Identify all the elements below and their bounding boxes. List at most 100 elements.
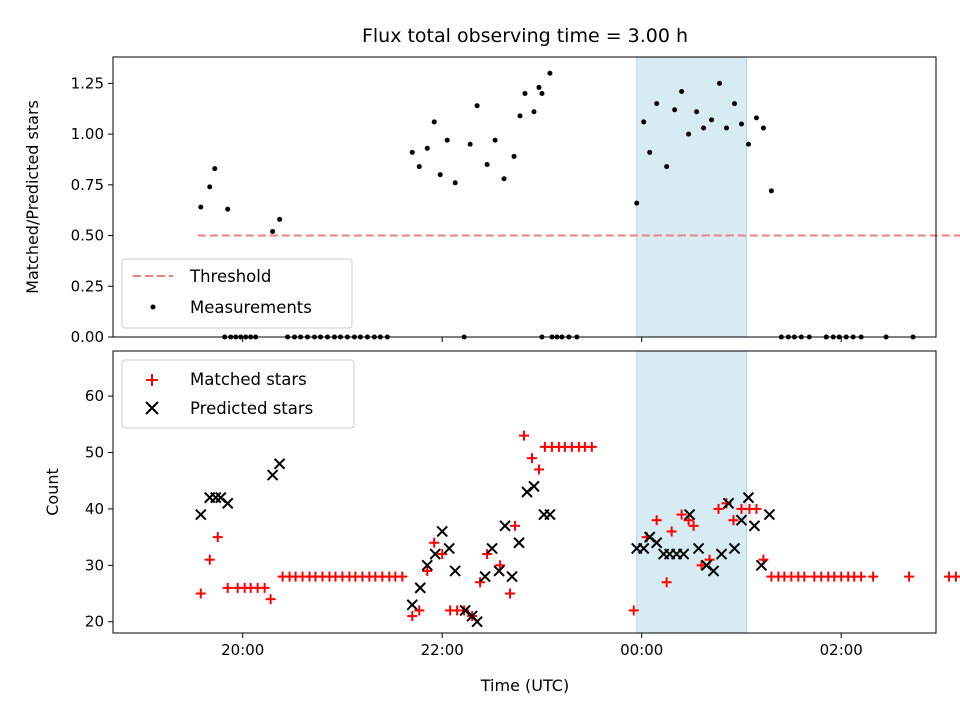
top-ytick-label-1: 0.25: [71, 277, 104, 295]
matched-star-point-41: [505, 588, 516, 599]
bottom-xtick-label-3: 02:00: [820, 641, 863, 659]
measurement-point-58: [654, 101, 660, 107]
measurement-point-2: [212, 166, 218, 172]
matched-star-point-42: [510, 520, 521, 531]
top-ytick-label-2: 0.50: [71, 227, 104, 245]
bottom-xtick-label-0: 20:00: [221, 641, 264, 659]
bottom-ytick-label-2: 40: [85, 500, 104, 518]
matched-star-point-44: [526, 453, 537, 464]
measurement-point-44: [531, 109, 537, 115]
measurements-legend-swatch: [150, 304, 156, 310]
predicted-star-point-6: [273, 458, 286, 470]
predicted-star-point-24: [528, 480, 540, 493]
matched-star-point-85: [868, 571, 879, 582]
matched-star-point-53: [586, 441, 597, 452]
predicted-star-point-2: [210, 491, 222, 504]
bottom-x-ticks: 20:00 22:00 00:00 02:00: [221, 633, 863, 659]
predicted-star-point-16: [471, 616, 483, 628]
matched-star-point-32: [429, 537, 440, 548]
bottom-ytick-label-4: 60: [85, 387, 104, 405]
measurement-point-62: [686, 131, 692, 137]
matched-star-point-1: [204, 554, 215, 565]
predicted-star-point-20: [499, 520, 511, 532]
predicted-star-point-10: [429, 548, 441, 560]
bottom-ytick-label-1: 30: [85, 556, 104, 574]
predicted-star-point-40: [722, 497, 735, 509]
threshold-legend-label: Threshold: [189, 267, 271, 286]
matched-star-point-69: [751, 503, 762, 514]
measurement-point-65: [709, 117, 715, 123]
matched-star-point-9: [265, 594, 276, 605]
matched-star-point-0: [195, 588, 206, 599]
measurement-point-68: [731, 101, 737, 107]
matched-star-point-33: [437, 549, 448, 560]
measurement-point-41: [511, 153, 517, 159]
predicted-star-point-34: [677, 548, 690, 560]
chart-title: Flux total observing time = 3.00 h: [362, 25, 688, 47]
predicted-legend-label: Predicted stars: [190, 399, 313, 418]
measurement-point-47: [547, 70, 553, 76]
bottom-axes-frame: [112, 350, 937, 634]
matched-star-point-66: [728, 515, 739, 526]
predicted-star-point-19: [493, 565, 505, 577]
matched-star-point-43: [519, 430, 530, 441]
measurement-point-35: [452, 180, 458, 186]
measurement-point-64: [701, 125, 707, 131]
predicted-star-point-28: [638, 542, 650, 555]
predicted-star-point-36: [692, 542, 705, 555]
measurement-point-0: [198, 204, 204, 210]
observing-window-1: [636, 350, 747, 634]
predicted-star-point-30: [650, 537, 663, 549]
measurement-point-36: [467, 141, 473, 147]
measurement-point-40: [501, 176, 507, 182]
matched-star-point-8: [259, 582, 270, 593]
predicted-star-point-21: [506, 570, 518, 583]
predicted-legend-swatch: [145, 401, 159, 415]
matched-star-point-57: [661, 577, 672, 588]
measurement-point-31: [424, 145, 430, 151]
predicted-star-point-12: [443, 542, 455, 555]
measurement-point-66: [717, 80, 723, 86]
top-ytick-label-0: 0.00: [71, 328, 104, 346]
measurement-point-45: [536, 84, 542, 90]
matched-stars-points: [195, 430, 960, 622]
predicted-star-point-11: [436, 525, 448, 538]
measurement-point-34: [444, 137, 450, 143]
measurement-point-30: [416, 164, 422, 170]
measurement-point-39: [492, 137, 498, 143]
matched-star-point-30: [414, 605, 425, 616]
measurement-point-43: [522, 91, 528, 97]
predicted-star-point-22: [513, 537, 525, 549]
measurement-point-63: [694, 109, 700, 115]
measurement-point-46: [539, 91, 545, 97]
measurement-point-67: [724, 125, 730, 131]
observing-window-1: [636, 56, 747, 338]
matched-star-point-2: [212, 532, 223, 543]
ratio-panel: 0.00 0.25 0.50 0.75 1.00 1.25 Matched/Predict…: [23, 56, 960, 346]
predicted-star-point-8: [414, 582, 426, 594]
bottom-xtick-label-2: 00:00: [620, 641, 663, 659]
measurement-point-37: [474, 103, 480, 109]
measurement-point-11: [270, 228, 276, 234]
observing-windows-bottom: [636, 350, 747, 634]
matched-star-point-62: [696, 560, 707, 571]
matched-star-point-45: [533, 464, 544, 475]
measurement-point-57: [647, 149, 653, 155]
measurement-point-71: [753, 115, 759, 121]
measurement-point-3: [225, 206, 231, 212]
measurement-point-73: [768, 188, 774, 194]
matched-star-point-39: [482, 549, 493, 560]
predicted-star-point-43: [742, 491, 755, 504]
matched-star-point-54: [628, 605, 639, 616]
predicted-star-point-39: [715, 548, 728, 560]
measurement-point-70: [745, 141, 751, 147]
predicted-star-point-17: [479, 570, 491, 583]
measurement-point-59: [664, 164, 670, 170]
measurement-point-60: [672, 107, 678, 113]
predicted-star-point-5: [266, 469, 279, 481]
predicted-star-point-13: [449, 565, 461, 577]
matched-star-point-59: [676, 509, 687, 520]
bottom-ytick-label-0: 20: [85, 613, 104, 631]
measurement-point-32: [431, 119, 437, 125]
